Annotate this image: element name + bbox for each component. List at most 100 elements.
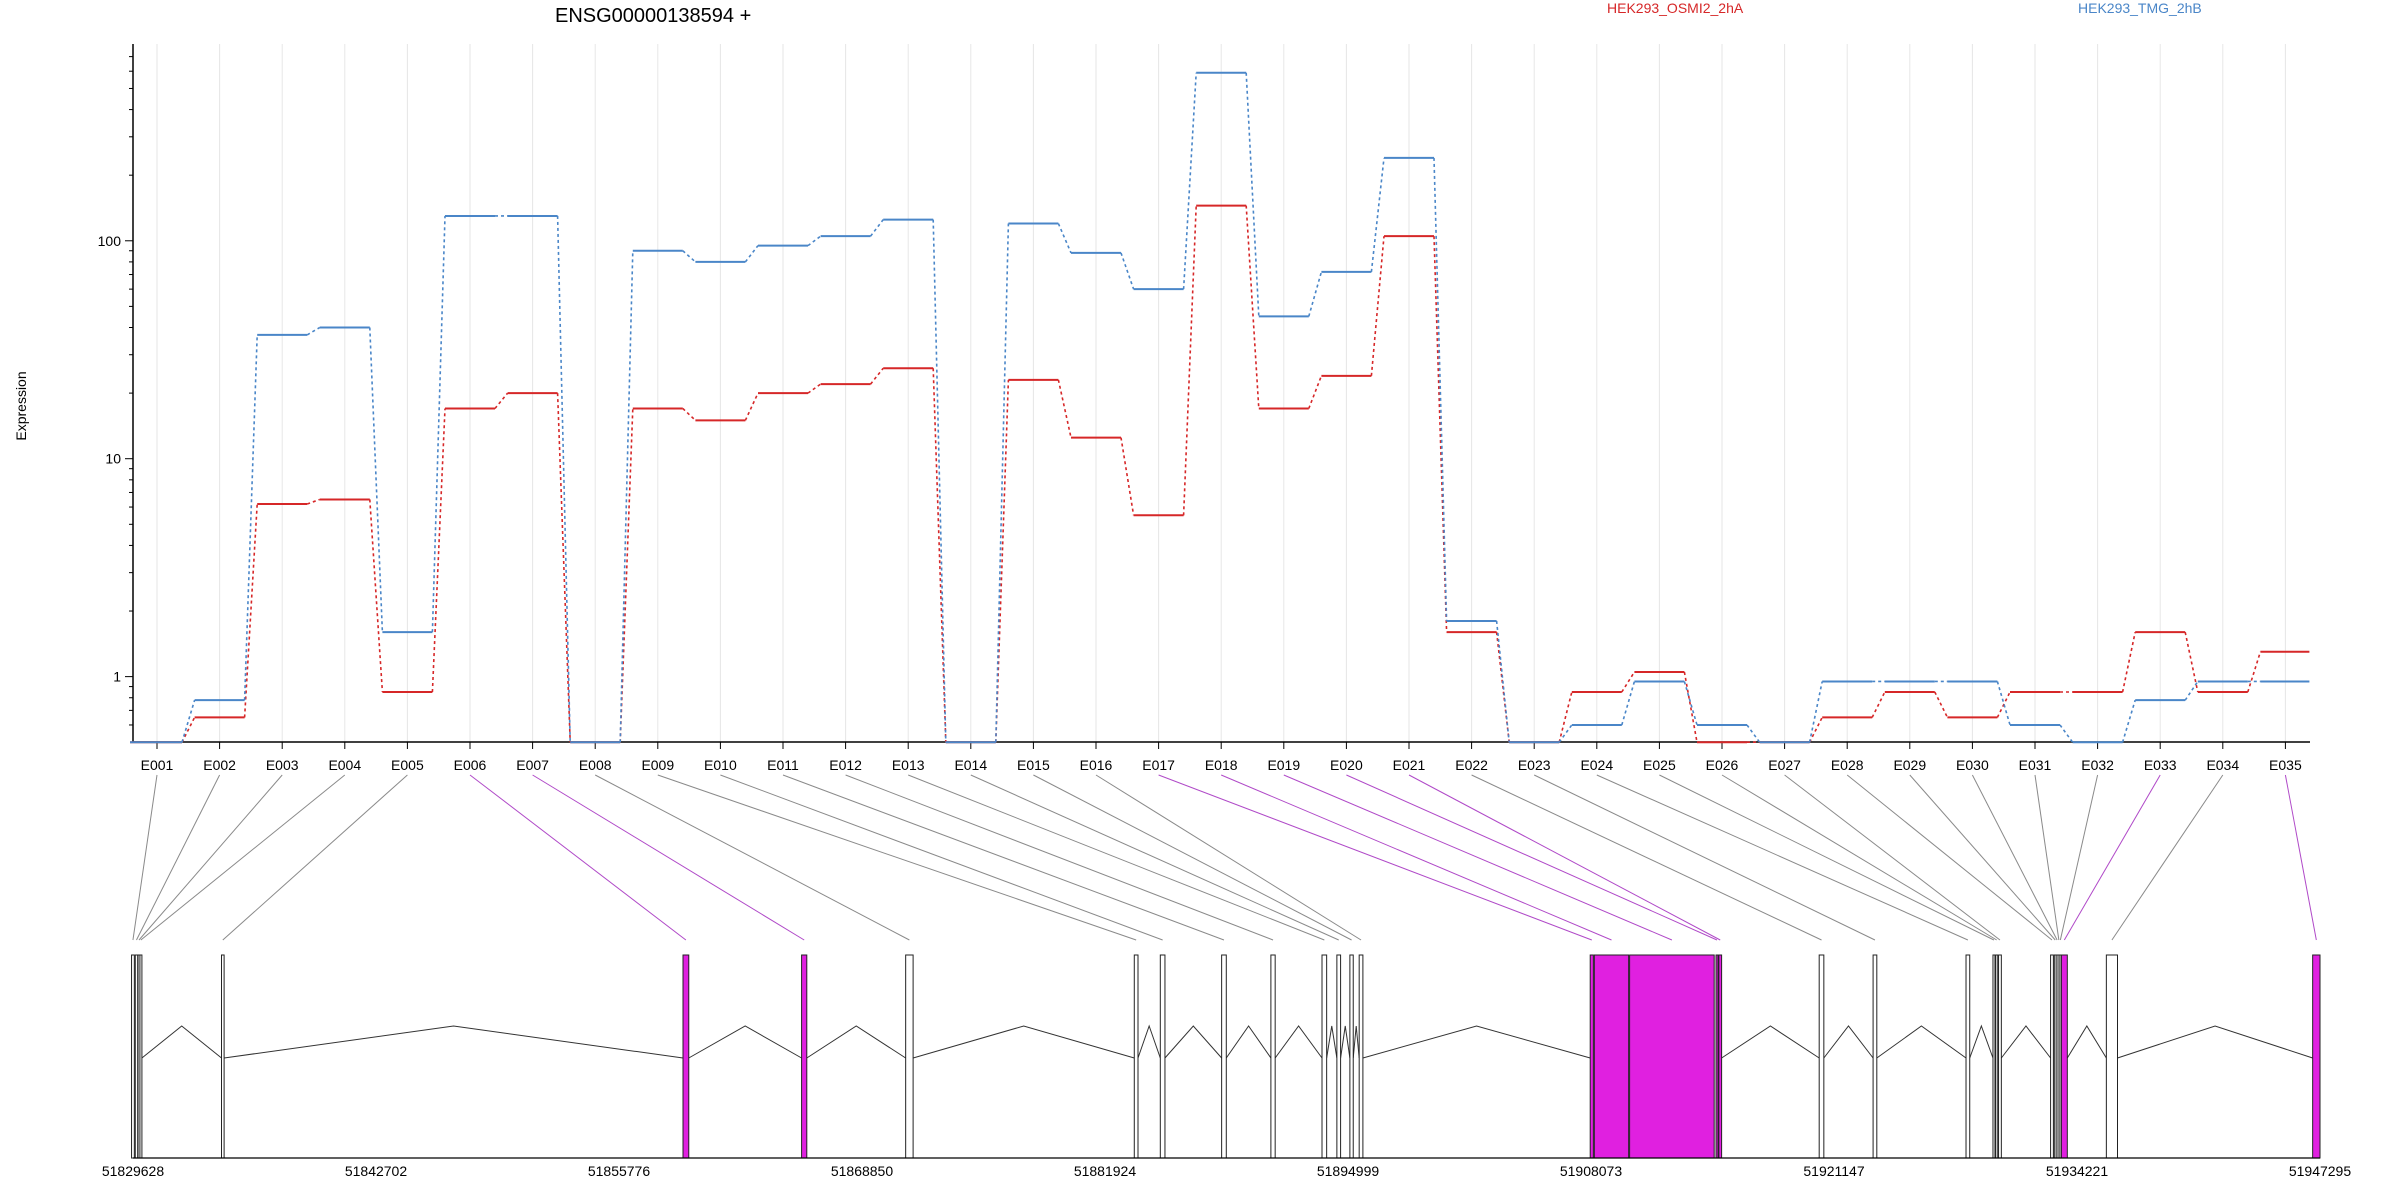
data-connector: [556, 393, 571, 743]
intron-line: [1969, 1024, 1994, 1059]
gene-exon: [682, 954, 690, 1159]
intron-line: [912, 1025, 1135, 1059]
data-connector: [1934, 691, 1949, 718]
exon-connector: [2034, 774, 2060, 941]
exon-label-e025: E025: [1643, 757, 1676, 773]
exon-label-e001: E001: [141, 757, 174, 773]
data-connector: [619, 250, 634, 743]
data-connector: [1245, 205, 1260, 409]
exon-connector: [1471, 774, 1822, 941]
data-connector: [1996, 681, 2011, 726]
gene-exon: [1593, 954, 1630, 1159]
exon-connector: [1909, 774, 2056, 941]
y-axis-ticks: 1 10 100: [98, 56, 133, 726]
coordinate-label: 51855776: [588, 1163, 651, 1179]
exon-connector: [594, 774, 910, 941]
intron-lines: [141, 1024, 2313, 1059]
data-connector: [1558, 691, 1573, 743]
data-connector: [1308, 271, 1323, 317]
intron-line: [806, 1025, 906, 1059]
series-0: [130, 204, 2310, 744]
data-connector: [306, 326, 321, 336]
intron-line: [1326, 1025, 1338, 1059]
coordinate-label: 51868850: [831, 1163, 894, 1179]
data-connector: [1683, 681, 1698, 726]
exon-connector: [1221, 774, 1612, 941]
exon-connector: [1158, 774, 1592, 941]
intron-line: [224, 1025, 684, 1059]
legend-entry-tmg: HEK293_TMG_2hB: [2078, 0, 2202, 16]
exon-label-e008: E008: [579, 757, 612, 773]
exon-label-e031: E031: [2019, 757, 2052, 773]
exon-connector: [138, 774, 283, 941]
exon-connector: [1095, 774, 1362, 941]
y-tick-label: 1: [113, 669, 121, 685]
gene-exon: [1321, 954, 1328, 1159]
exon-connector: [720, 774, 1163, 941]
data-connector: [1057, 223, 1072, 254]
exon-label-e026: E026: [1706, 757, 1739, 773]
data-connector: [869, 219, 884, 237]
exon-label-e011: E011: [767, 757, 799, 773]
intron-line: [1340, 1025, 1351, 1059]
data-connector: [1808, 681, 1823, 743]
data-connector: [494, 392, 509, 409]
coordinate-label: 51829628: [102, 1163, 165, 1179]
intron-line: [1721, 1025, 1820, 1059]
gene-exon: [801, 954, 808, 1159]
exon-label-e027: E027: [1768, 757, 1801, 773]
exon-connector: [1596, 774, 1969, 941]
exon-label-e021: E021: [1393, 757, 1426, 773]
exon-label-e018: E018: [1205, 757, 1238, 773]
exon-label-e010: E010: [704, 757, 737, 773]
exon-connector: [136, 774, 221, 941]
data-connector: [1245, 72, 1260, 317]
intron-line: [2117, 1025, 2313, 1059]
grid-lines: [156, 44, 2286, 742]
data-connector: [243, 334, 258, 701]
exon-connector: [2111, 774, 2224, 941]
exon-label-e033: E033: [2144, 757, 2177, 773]
exon-connector: [132, 774, 158, 941]
intron-line: [1137, 1024, 1161, 1059]
coordinate-label: 51881924: [1074, 1163, 1137, 1179]
exon-connector: [1659, 774, 1995, 941]
coordinate-label: 51947295: [2289, 1163, 2352, 1179]
data-connector: [2184, 631, 2199, 693]
y-tick-label: 100: [98, 233, 122, 249]
data-connector: [682, 407, 696, 421]
exon-label-e003: E003: [266, 757, 299, 773]
exon-label-e034: E034: [2206, 757, 2239, 773]
data-connector: [744, 392, 759, 421]
data-connector: [369, 327, 384, 633]
data-connector: [1808, 717, 1823, 743]
exon-label-e017: E017: [1142, 757, 1175, 773]
gene-exon: [1629, 954, 1715, 1159]
exon-connector: [657, 774, 1137, 941]
data-connector: [1433, 157, 1448, 622]
exon-connector: [970, 774, 1339, 941]
gene-exon: [1872, 954, 1878, 1159]
data-connector: [369, 499, 384, 693]
gene-exon: [1818, 954, 1825, 1159]
gene-exon: [1270, 954, 1276, 1159]
data-connector: [1621, 671, 1636, 693]
exon-connector: [2059, 774, 2099, 941]
gene-exon: [134, 954, 139, 1159]
data-connector: [1182, 72, 1197, 290]
intron-line: [2000, 1025, 2051, 1059]
exon-connector: [1846, 774, 2053, 941]
intron-line: [688, 1025, 802, 1059]
gene-exon: [1349, 954, 1354, 1159]
gene-exon: [1159, 954, 1166, 1159]
gene-exon: [2060, 954, 2068, 1159]
exon-label-e035: E035: [2269, 757, 2302, 773]
exon-connector: [532, 774, 805, 941]
gene-exon: [131, 954, 135, 1159]
data-connector: [2121, 699, 2136, 743]
exon-connector: [1033, 774, 1352, 941]
gene-exon: [1358, 954, 1364, 1159]
exon-label-e016: E016: [1080, 757, 1113, 773]
series-1: [130, 71, 2310, 744]
